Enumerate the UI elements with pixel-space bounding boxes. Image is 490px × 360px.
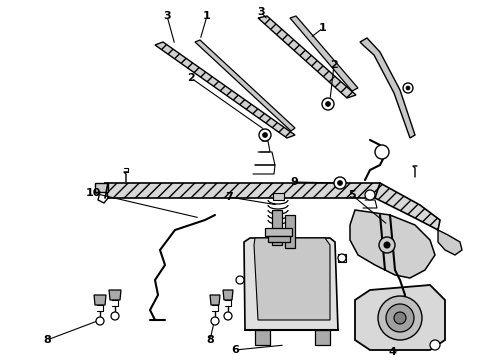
Text: 10: 10 <box>85 188 100 198</box>
Text: 2: 2 <box>187 73 195 83</box>
Polygon shape <box>290 16 358 91</box>
Polygon shape <box>360 38 415 138</box>
Circle shape <box>334 177 346 189</box>
Polygon shape <box>350 210 435 278</box>
Circle shape <box>384 242 390 248</box>
Polygon shape <box>381 310 402 320</box>
Polygon shape <box>94 295 106 305</box>
Text: 3: 3 <box>163 11 171 21</box>
Polygon shape <box>195 40 295 131</box>
Circle shape <box>430 340 440 350</box>
Text: 7: 7 <box>225 192 233 202</box>
Circle shape <box>263 132 268 138</box>
Polygon shape <box>285 215 295 248</box>
Circle shape <box>338 180 343 185</box>
Polygon shape <box>254 238 330 320</box>
Polygon shape <box>223 290 233 300</box>
Circle shape <box>406 86 410 90</box>
Circle shape <box>386 304 414 332</box>
Polygon shape <box>105 183 440 230</box>
Text: 6: 6 <box>231 345 239 355</box>
Circle shape <box>236 276 244 284</box>
Text: 8: 8 <box>206 335 214 345</box>
Circle shape <box>375 145 389 159</box>
Circle shape <box>325 102 330 107</box>
Text: 1: 1 <box>203 11 211 21</box>
Polygon shape <box>438 230 462 255</box>
Circle shape <box>394 312 406 324</box>
Text: 5: 5 <box>348 190 356 200</box>
Circle shape <box>338 254 346 262</box>
Circle shape <box>403 83 413 93</box>
Polygon shape <box>272 210 282 245</box>
Polygon shape <box>244 238 338 330</box>
Polygon shape <box>255 330 270 345</box>
Text: 2: 2 <box>330 60 338 70</box>
Polygon shape <box>273 193 284 200</box>
Text: 8: 8 <box>43 335 51 345</box>
Polygon shape <box>355 285 445 350</box>
Polygon shape <box>268 236 290 242</box>
Circle shape <box>96 317 104 325</box>
Circle shape <box>224 312 232 320</box>
Circle shape <box>259 129 271 141</box>
Text: 4: 4 <box>388 347 396 357</box>
Circle shape <box>211 317 219 325</box>
Circle shape <box>322 98 334 110</box>
Text: 3: 3 <box>257 7 265 17</box>
Polygon shape <box>210 295 220 305</box>
Polygon shape <box>95 183 108 192</box>
Polygon shape <box>315 330 330 345</box>
Text: 1: 1 <box>319 23 327 33</box>
Circle shape <box>365 190 375 200</box>
Circle shape <box>378 296 422 340</box>
Circle shape <box>379 237 395 253</box>
Polygon shape <box>265 228 292 236</box>
Polygon shape <box>109 290 121 300</box>
Polygon shape <box>258 16 356 98</box>
Polygon shape <box>155 42 295 138</box>
Circle shape <box>111 312 119 320</box>
Text: 9: 9 <box>290 177 298 187</box>
